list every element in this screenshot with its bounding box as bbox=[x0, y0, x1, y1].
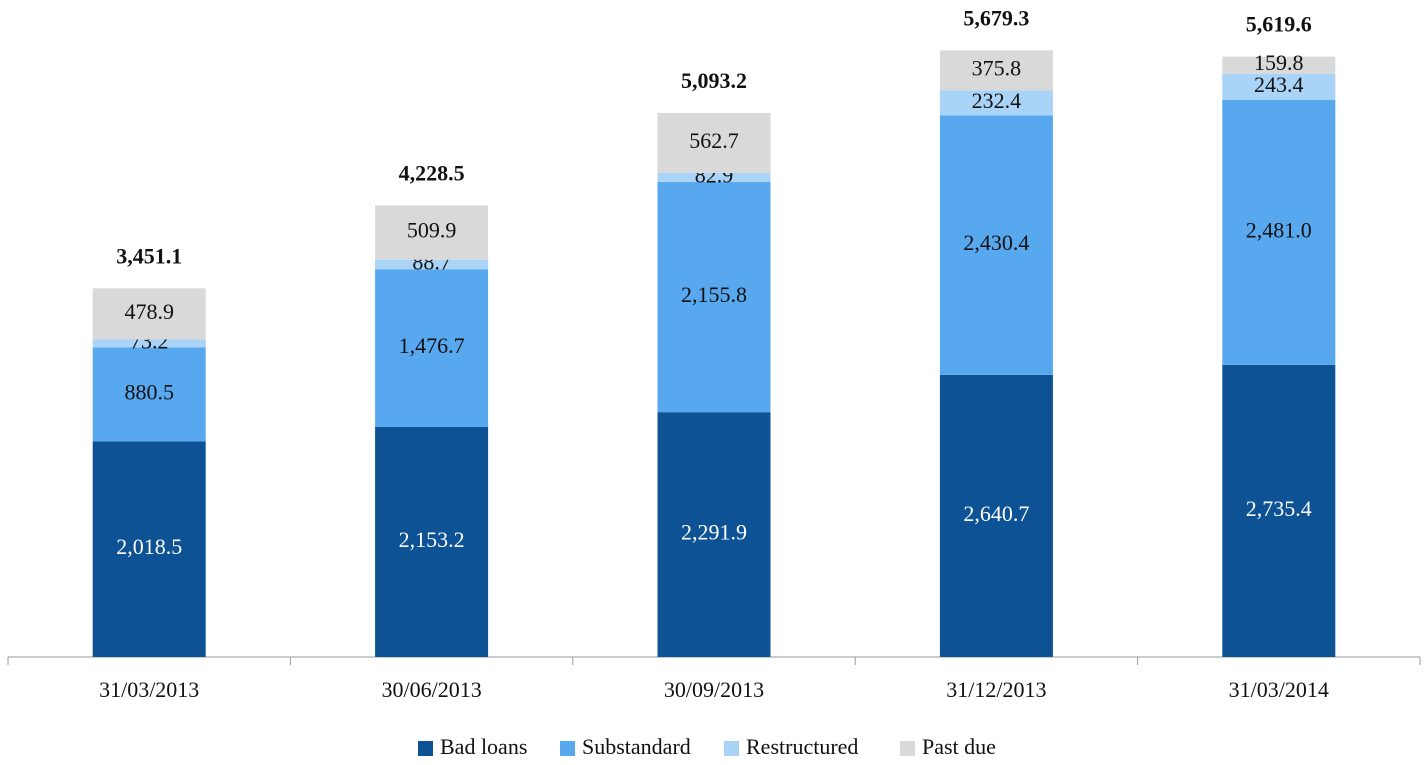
total-label: 5,679.3 bbox=[963, 5, 1029, 30]
bar-segment bbox=[1222, 56, 1336, 74]
legend-swatch bbox=[418, 741, 433, 756]
total-label: 5,093.2 bbox=[681, 68, 747, 93]
value-label: 2,018.5 bbox=[116, 534, 182, 559]
value-label: 2,481.0 bbox=[1246, 217, 1312, 242]
value-label: 243.4 bbox=[1254, 72, 1304, 97]
total-label: 4,228.5 bbox=[399, 160, 465, 185]
legend-swatch bbox=[724, 741, 739, 756]
bar-segment bbox=[375, 205, 489, 260]
bar-segment bbox=[92, 347, 206, 442]
total-label: 3,451.1 bbox=[116, 243, 182, 268]
bar-segment bbox=[1222, 99, 1336, 365]
bar-segment bbox=[92, 288, 206, 340]
bar-segment bbox=[375, 269, 489, 427]
legend-swatch bbox=[560, 741, 575, 756]
legend-label: Past due bbox=[922, 734, 996, 759]
value-label: 509.9 bbox=[407, 218, 457, 243]
bar-segment bbox=[657, 112, 771, 173]
value-label: 375.8 bbox=[972, 55, 1022, 80]
value-label: 2,640.7 bbox=[963, 501, 1029, 526]
bar-segment bbox=[939, 374, 1053, 657]
x-tick-label: 31/03/2013 bbox=[99, 677, 199, 702]
bar-segment bbox=[657, 181, 771, 413]
value-label: 880.5 bbox=[124, 379, 174, 404]
legend-label: Restructured bbox=[746, 734, 858, 759]
value-label: 562.7 bbox=[689, 128, 739, 153]
value-label: 2,430.4 bbox=[963, 230, 1029, 255]
bar-segment bbox=[92, 339, 206, 348]
bar-segment bbox=[657, 412, 771, 657]
bar-segment bbox=[92, 441, 206, 657]
value-label: 478.9 bbox=[124, 299, 174, 324]
bar-segment bbox=[1222, 73, 1336, 100]
bar-segment bbox=[939, 115, 1053, 375]
value-label: 2,291.9 bbox=[681, 520, 747, 545]
legend-swatch bbox=[900, 741, 915, 756]
bar-segment bbox=[1222, 364, 1336, 657]
bar-segment bbox=[657, 172, 771, 182]
legend-label: Substandard bbox=[582, 734, 691, 759]
value-label: 2,735.4 bbox=[1246, 496, 1312, 521]
value-label: 232.4 bbox=[972, 88, 1022, 113]
value-label: 2,153.2 bbox=[399, 527, 465, 552]
bar-segment bbox=[375, 426, 489, 657]
total-label: 5,619.6 bbox=[1246, 12, 1312, 37]
bar-segment bbox=[939, 50, 1053, 91]
x-tick-label: 31/12/2013 bbox=[946, 677, 1046, 702]
value-label: 1,476.7 bbox=[399, 333, 465, 358]
value-label: 2,155.8 bbox=[681, 282, 747, 307]
bar-segment bbox=[939, 90, 1053, 116]
x-tick-label: 31/03/2014 bbox=[1229, 677, 1329, 702]
legend-label: Bad loans bbox=[440, 734, 527, 759]
x-tick-label: 30/09/2013 bbox=[664, 677, 764, 702]
value-label: 159.8 bbox=[1254, 50, 1304, 75]
bar-segment bbox=[375, 259, 489, 270]
x-tick-label: 30/06/2013 bbox=[381, 677, 481, 702]
